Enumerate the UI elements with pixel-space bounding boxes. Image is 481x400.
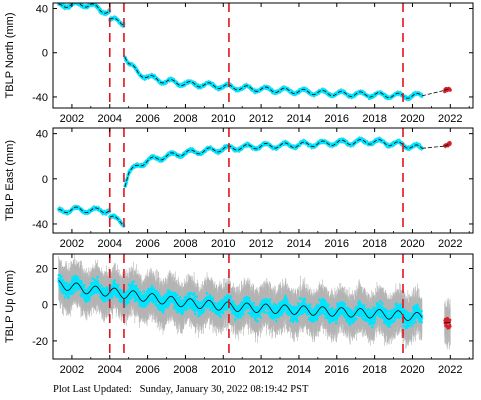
obs-point [76,0,79,3]
x-tick-label: 2020 [400,113,424,125]
y-tick-label: -40 [32,92,48,104]
obs-point [75,0,78,2]
x-tick-label: 2002 [60,113,84,125]
obs-point [75,0,78,2]
x-tick-label: 2014 [287,113,311,125]
plot-frame [52,2,474,109]
model-fit [58,3,451,99]
model-line [444,88,451,91]
x-tick-label: 2006 [135,113,159,125]
x-tick-label: 2008 [173,113,197,125]
y-tick-label: 40 [36,4,48,16]
model-line [124,57,423,99]
x-tick-label: 2004 [98,113,122,125]
observations [57,0,452,101]
x-tick-label: 2010 [211,113,235,125]
x-tick-label: 2012 [249,113,273,125]
model-line [109,17,125,26]
obs-point [74,0,77,3]
panel-2: 2002 2004 2006 2008 2010 2012 2014 2016 2018 2020… [4,127,474,250]
model-line [58,3,111,14]
error-bars [58,3,451,102]
gap-connector [421,89,445,97]
x-tick-label: 2018 [362,113,386,125]
obs-point [420,94,424,98]
y-tick-label: 0 [42,48,48,60]
obs-point [448,88,452,92]
x-tick-label: 2016 [325,113,349,125]
y-axis-label: TBLP North (mm) [4,13,16,99]
x-tick-label: 2022 [438,113,462,125]
panel-1: 2002 2004 2006 2008 2010 2012 2014 2016 2018 2020… [4,0,474,125]
